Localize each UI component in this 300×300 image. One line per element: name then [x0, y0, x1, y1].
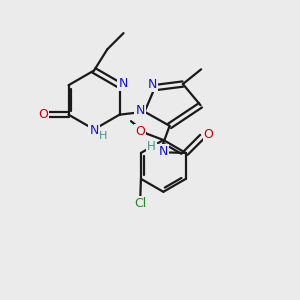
Text: N: N	[118, 77, 128, 90]
Text: Cl: Cl	[134, 197, 146, 210]
Text: H: H	[99, 131, 107, 141]
Text: O: O	[203, 128, 213, 141]
Text: N: N	[89, 124, 99, 137]
Text: O: O	[135, 125, 145, 138]
Text: N: N	[147, 78, 157, 91]
Text: N: N	[158, 145, 168, 158]
Text: O: O	[38, 108, 48, 121]
Text: H: H	[147, 140, 156, 153]
Text: N: N	[136, 104, 145, 117]
